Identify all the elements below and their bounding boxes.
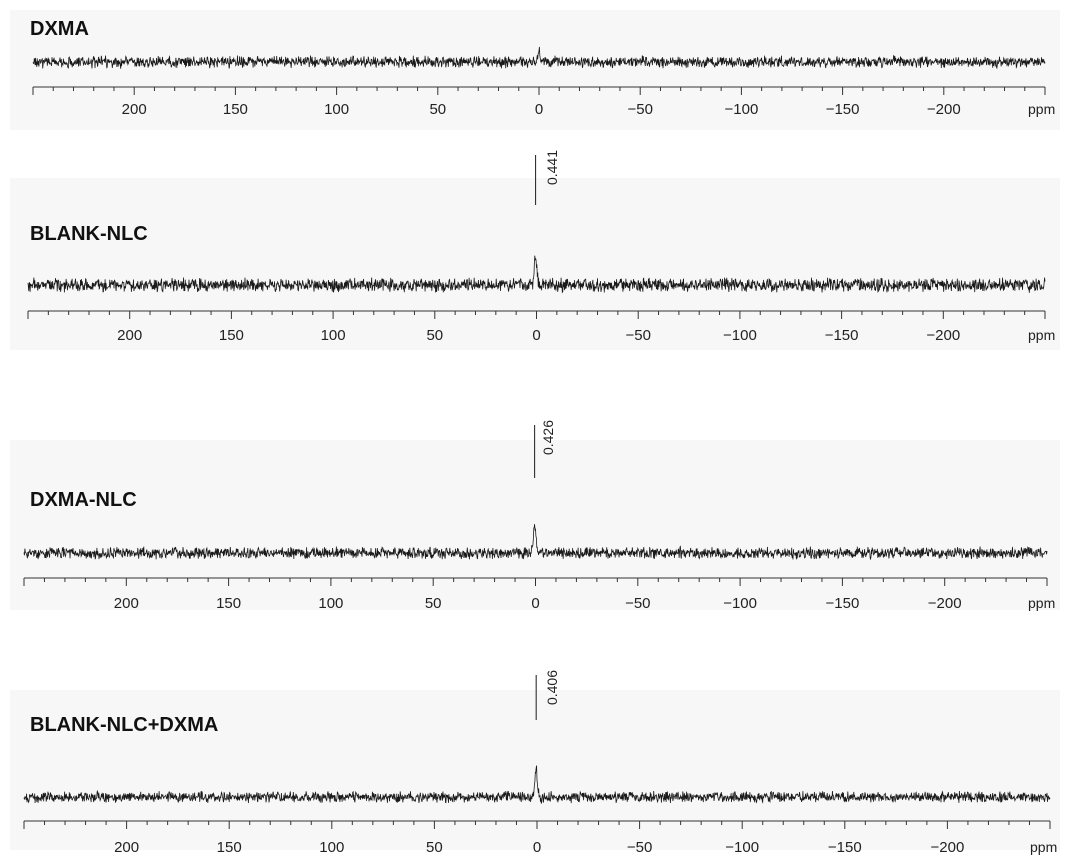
x-tick-label: 50 <box>429 101 446 118</box>
x-tick-label: 50 <box>426 839 443 856</box>
x-tick-label: −150 <box>826 595 860 612</box>
x-axis-unit: ppm <box>1028 327 1055 343</box>
x-tick-label: −200 <box>926 327 960 344</box>
x-tick-label: −150 <box>826 101 860 118</box>
x-tick-label: 100 <box>318 595 343 612</box>
x-axis-unit: ppm <box>1028 595 1055 611</box>
x-tick-label: 100 <box>321 327 346 344</box>
x-tick-label: −150 <box>825 327 859 344</box>
spectrum-panel-3: DXMA-NLC 200 150 100 50 0 −50 −100 −150 −200 ppm 0.… <box>10 420 1060 612</box>
x-tick-label: −100 <box>725 101 759 118</box>
x-tick-label: −100 <box>725 839 759 856</box>
x-tick-label: −100 <box>723 595 757 612</box>
x-axis-unit: ppm <box>1030 839 1057 855</box>
x-tick-label: 0 <box>533 839 541 856</box>
panel-title: DXMA <box>30 18 89 40</box>
x-tick-label: −50 <box>625 327 650 344</box>
spectrum-panel-1: DXMA 200 150 100 50 0 −50 −100 −150 −200 ppm <box>10 10 1060 130</box>
x-tick-label: −50 <box>627 101 652 118</box>
x-tick-label: −50 <box>625 595 650 612</box>
x-tick-label: −50 <box>627 839 652 856</box>
x-tick-label: 150 <box>223 101 248 118</box>
spectrum-trace <box>32 46 1046 70</box>
x-tick-label: −200 <box>931 839 965 856</box>
x-tick-label: 200 <box>117 327 142 344</box>
panel-background <box>10 690 1060 850</box>
panel-background <box>10 10 1060 130</box>
panel-background <box>10 178 1060 350</box>
peak-label: 0.406 <box>544 670 560 705</box>
spectrum-trace <box>23 524 1048 560</box>
x-tick-label: 50 <box>425 595 442 612</box>
x-axis-unit: ppm <box>1028 101 1055 117</box>
x-tick-label: −100 <box>723 327 757 344</box>
x-tick-label: 100 <box>319 839 344 856</box>
x-tick-label: 150 <box>217 839 242 856</box>
x-tick-label: 0 <box>531 595 539 612</box>
x-tick-label: 200 <box>114 595 139 612</box>
x-tick-label: 150 <box>219 327 244 344</box>
x-tick-label: −150 <box>828 839 862 856</box>
panel-title: DXMA-NLC <box>30 489 137 511</box>
x-tick-label: 150 <box>216 595 241 612</box>
x-tick-label: 200 <box>114 839 139 856</box>
spectrum-trace <box>23 765 1051 805</box>
panel-title: BLANK-NLC+DXMA <box>30 714 218 736</box>
spectrum-trace <box>27 255 1046 294</box>
x-tick-label: 100 <box>324 101 349 118</box>
x-tick-label: 0 <box>535 101 543 118</box>
x-tick-label: 50 <box>426 327 443 344</box>
spectrum-panel-4: BLANK-NLC+DXMA 200 150 100 50 0 −50 −100 −150 −20… <box>10 670 1060 856</box>
peak-label: 0.426 <box>540 420 556 455</box>
peak-label: 0.441 <box>544 150 560 185</box>
x-tick-label: 0 <box>532 327 540 344</box>
x-tick-label: −200 <box>928 595 962 612</box>
panel-title: BLANK-NLC <box>30 223 148 245</box>
x-tick-label: 200 <box>122 101 147 118</box>
spectrum-panel-2: BLANK-NLC 200 150 100 50 0 −50 −100 −150 −200 ppm 0… <box>10 150 1060 350</box>
x-tick-label: −200 <box>927 101 961 118</box>
